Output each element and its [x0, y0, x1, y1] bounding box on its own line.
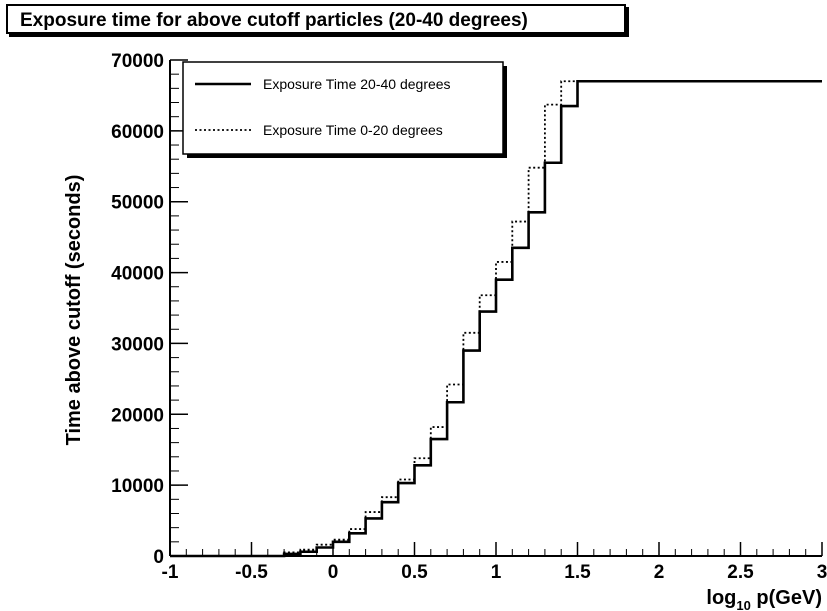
- y-tick-label: 20000: [111, 405, 164, 426]
- series-group: [170, 79, 822, 558]
- y-tick-label: 70000: [111, 51, 164, 72]
- y-tick-label: 50000: [111, 193, 164, 214]
- axes: -1 -0.5 0 0.5 1 1.5 2 2.5 3 0 10000 20000 30000 40000…: [111, 51, 827, 583]
- x-axis-label-rest: p(GeV): [751, 587, 822, 609]
- x-tick-label: -1: [162, 562, 179, 583]
- y-tick-label: 60000: [111, 122, 164, 143]
- x-axis-label-sub: 10: [736, 598, 750, 611]
- x-tick-label: 3: [817, 562, 827, 583]
- legend-label-1: Exposure Time 20-40 degrees: [263, 76, 451, 92]
- x-tick-label: 0: [328, 562, 339, 583]
- legend-label-2: Exposure Time 0-20 degrees: [263, 122, 443, 138]
- x-tick-label: 2: [654, 562, 665, 583]
- y-axis-label: Time above cutoff (seconds): [63, 175, 85, 446]
- legend: Exposure Time 20-40 degrees Exposure Time…: [182, 61, 507, 158]
- chart-title-box: Exposure time for above cutoff particles…: [6, 4, 626, 34]
- y-tick-label: 0: [153, 547, 164, 568]
- x-tick-label: 1.5: [564, 562, 591, 583]
- x-tick-label: -0.5: [235, 562, 268, 583]
- x-tick-label: 1: [491, 562, 502, 583]
- chart-title: Exposure time for above cutoff particles…: [20, 10, 528, 31]
- y-tick-label: 40000: [111, 264, 164, 285]
- legend-box: [182, 61, 504, 155]
- x-axis-label-main: log: [706, 587, 736, 609]
- x-tick-label: 2.5: [727, 562, 754, 583]
- y-tick-label: 30000: [111, 334, 164, 355]
- series-line-2: [170, 80, 822, 557]
- x-axis-label: log10 p(GeV): [706, 587, 822, 611]
- x-tick-label: 0.5: [401, 562, 428, 583]
- y-tick-label: 10000: [111, 476, 164, 497]
